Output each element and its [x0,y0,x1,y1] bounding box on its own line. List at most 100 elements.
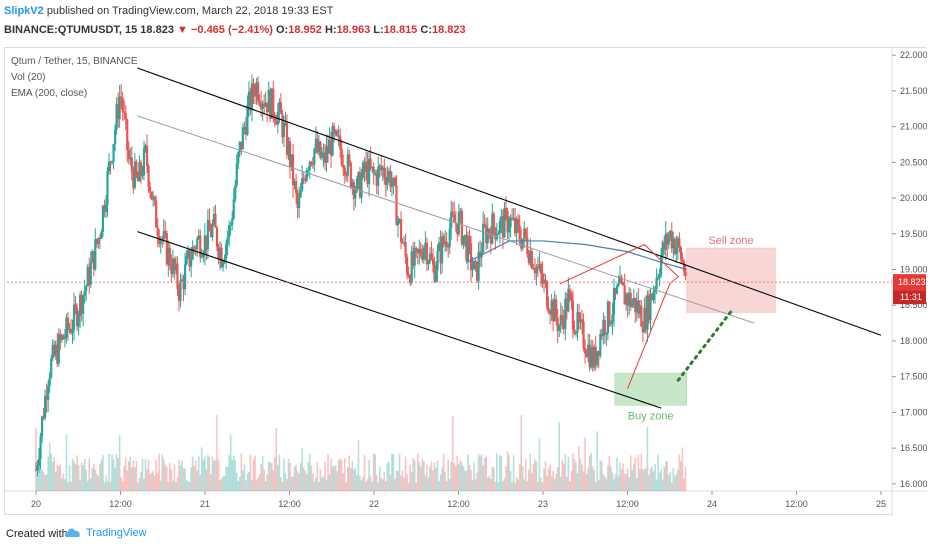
candle-body [366,161,369,185]
volume-bar [439,474,442,491]
candle-body [299,190,302,198]
price-chart[interactable]: 22.000 21.500 21.000 20.500 20.000 19.500 19.0… [5,48,927,516]
volume-bar [392,454,395,491]
candle-body [66,317,70,330]
volume-bar [118,435,121,491]
candle-body [562,319,565,330]
candle-body [390,183,394,187]
candle-body [144,145,147,149]
volume-bar [482,465,484,491]
volume-bar [88,458,91,491]
volume-bar [413,460,416,491]
volume-bar [41,469,43,491]
volume-bar [675,474,678,491]
volume-bar [421,459,424,491]
candle-body [342,164,345,168]
chart-frame[interactable]: 22.000 21.500 21.000 20.500 20.000 19.500 19.0… [4,47,927,516]
candle-body [57,334,60,364]
volume-bar [420,466,422,491]
candle-body [279,102,282,114]
close-label: C: [420,24,432,36]
volume-bar [529,453,532,491]
candle-body [152,196,155,200]
volume-bar [591,466,594,491]
candle-body [363,162,366,172]
candle-body [206,220,209,250]
volume-bar [325,479,328,491]
candle-body [644,307,648,330]
volume-bar [295,464,297,491]
tradingview-logo[interactable]: TradingView [64,526,147,540]
volume-bar [635,478,638,491]
candle-body [510,217,514,220]
candle-body [287,141,290,155]
volume-bar [121,480,124,491]
volume-bar [412,457,415,491]
volume-bar [359,475,361,491]
candle-body [260,103,263,109]
volume-bar [53,456,56,491]
volume-bar [132,460,135,491]
y-tick-label: 16.500 [900,443,927,453]
candle-body [436,250,439,270]
candle-body [50,358,53,378]
legend-volume[interactable]: Vol (20) [11,72,46,83]
volume-bar [593,470,596,491]
volume-bar [292,476,294,491]
candle-body [381,167,384,171]
candle-body [314,138,317,149]
candle-body [173,258,176,271]
time-left-label: 11:31 [900,292,922,302]
volume-bar [614,474,617,491]
candle-body [465,234,468,261]
candle-body [608,301,611,325]
candle-body [431,259,435,265]
candle-body [568,289,571,294]
volume-bar [50,453,53,491]
candle-body [185,255,188,265]
candle-body [421,255,424,260]
candle-body [301,178,304,191]
candle-body [418,248,421,253]
volume-bar [289,463,291,491]
volume-bar [237,481,240,491]
candle-body [293,181,296,186]
volume-bar [410,471,413,491]
candle-body [343,167,346,176]
candle-body [457,211,460,235]
volume-bar [494,481,497,491]
candle-body [235,163,238,186]
footer: Created with TradingView [0,518,932,550]
volume-bar [214,459,217,491]
candle-body [132,171,135,188]
candle-body [618,276,622,284]
candle-body [576,312,579,333]
candle-body [442,236,445,245]
volume-bar [56,465,59,491]
volume-bar [366,479,369,491]
y-tick-label: 21.500 [900,86,927,96]
legend-ema[interactable]: EMA (200, close) [11,88,88,99]
volume-bar [45,474,48,491]
channel-lower-line [137,231,662,409]
volume-bar [395,470,398,491]
candle-body [82,295,85,314]
volume-bar [617,476,620,491]
candle-body [69,328,73,334]
author-link[interactable]: SlipkV2 [4,5,44,17]
candle-body [392,177,395,184]
candle-body [113,129,117,145]
volume-bar [97,476,100,491]
candle-body [673,239,676,254]
candle-body [112,144,115,162]
volume-bar [433,462,436,491]
candle-body [415,247,418,249]
candle-body [302,178,305,180]
candle-body [579,319,582,323]
volume-bar [51,462,54,491]
candle-body [127,149,130,160]
volume-bar [634,457,637,491]
volume-bar [485,456,488,491]
ema-line [466,240,687,271]
volume-bar [64,479,66,491]
